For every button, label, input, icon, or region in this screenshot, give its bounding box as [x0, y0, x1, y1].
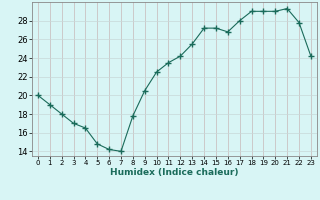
X-axis label: Humidex (Indice chaleur): Humidex (Indice chaleur) [110, 168, 239, 177]
